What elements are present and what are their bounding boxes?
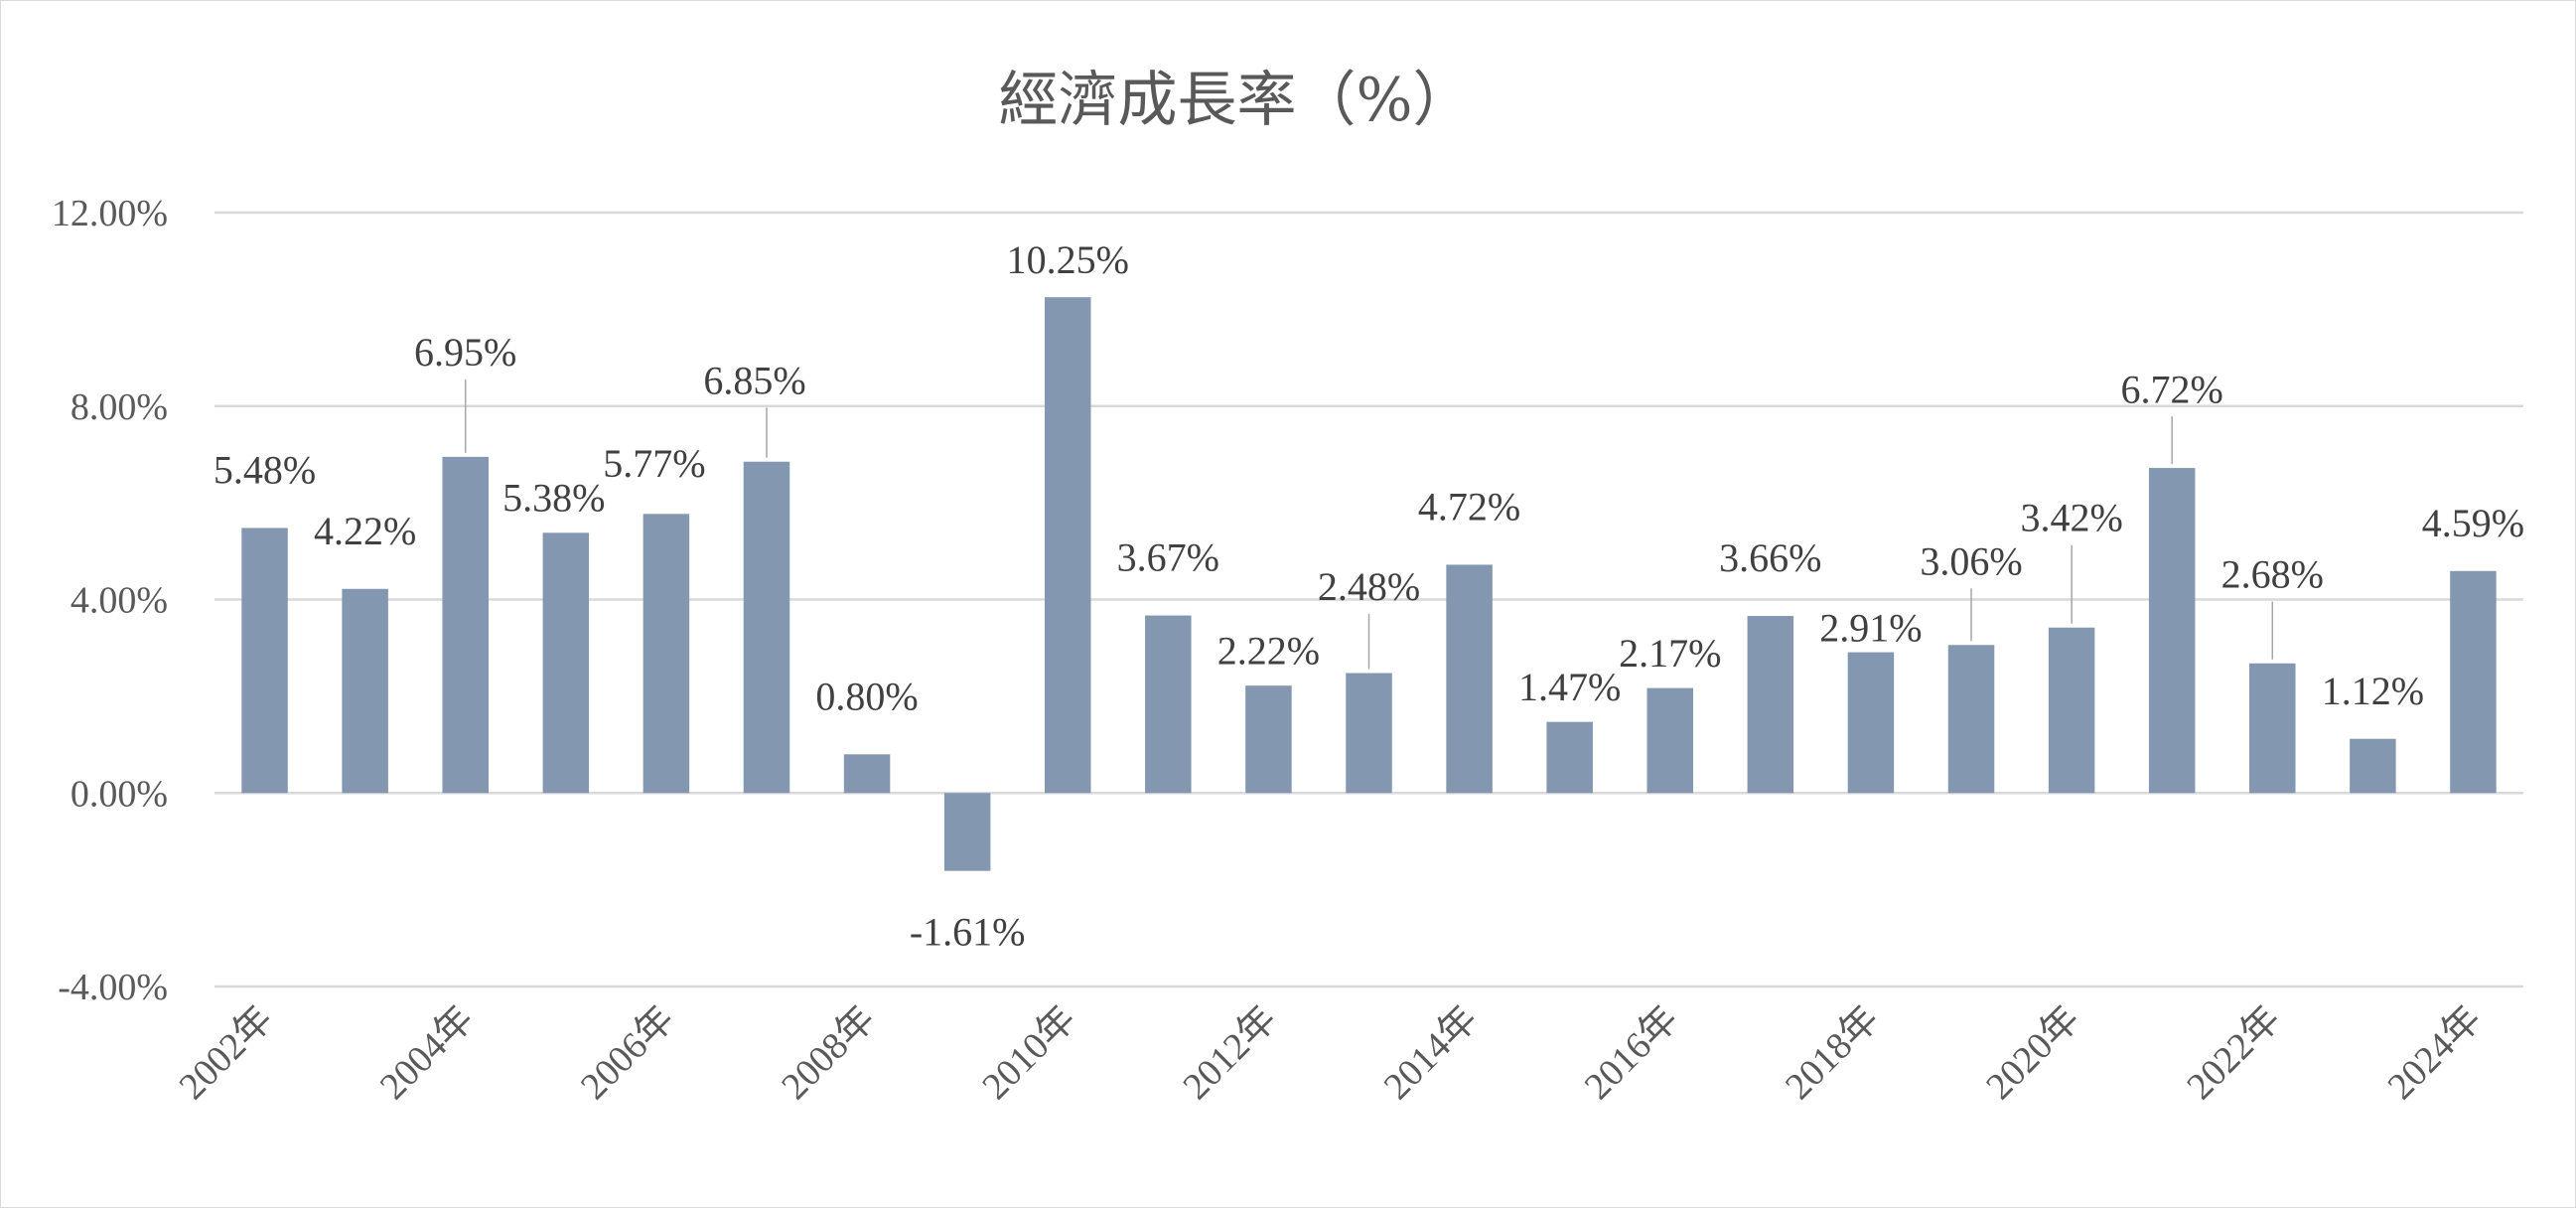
data-label: 5.38% bbox=[502, 476, 605, 521]
data-label: 4.59% bbox=[2422, 501, 2524, 545]
data-label: 10.25% bbox=[1007, 237, 1129, 282]
bar bbox=[2249, 663, 2296, 794]
x-tick-label: 2020年 bbox=[1978, 998, 2087, 1108]
bar bbox=[2148, 468, 2196, 794]
bar bbox=[943, 793, 991, 871]
data-label: 3.66% bbox=[1719, 535, 1821, 580]
bar bbox=[1245, 685, 1292, 794]
bar bbox=[1947, 645, 1995, 794]
x-tick-label: 2024年 bbox=[2380, 998, 2490, 1108]
y-tick-label: 0.00% bbox=[71, 773, 168, 815]
bar bbox=[2450, 570, 2497, 794]
data-label: 2.68% bbox=[2221, 552, 2324, 597]
bar bbox=[743, 461, 790, 794]
bar bbox=[542, 532, 590, 794]
data-label: 2.17% bbox=[1619, 631, 1721, 676]
data-label: 4.22% bbox=[314, 509, 416, 553]
bar bbox=[1446, 564, 1493, 794]
x-tick-label: 2012年 bbox=[1175, 998, 1284, 1108]
bar bbox=[643, 514, 690, 794]
data-label: 6.95% bbox=[414, 330, 516, 375]
bar bbox=[843, 754, 891, 794]
bar bbox=[2350, 738, 2396, 794]
data-label: 2.91% bbox=[1819, 605, 1922, 650]
x-tick-label: 2016年 bbox=[1577, 998, 1686, 1108]
y-tick-label: 8.00% bbox=[71, 386, 168, 428]
data-label: -1.61% bbox=[910, 910, 1026, 955]
data-label: 3.06% bbox=[1920, 538, 2022, 583]
data-label: 3.67% bbox=[1117, 535, 1219, 580]
data-label: 3.42% bbox=[2020, 496, 2122, 540]
x-tick-label: 2002年 bbox=[172, 998, 281, 1108]
x-tick-label: 2022年 bbox=[2179, 998, 2288, 1108]
bar bbox=[1346, 673, 1392, 794]
data-label: 2.48% bbox=[1318, 564, 1420, 609]
data-label: 5.48% bbox=[214, 447, 316, 492]
data-label: 5.77% bbox=[603, 441, 705, 486]
data-label: 0.80% bbox=[815, 674, 918, 718]
bar bbox=[1646, 687, 1694, 794]
data-label: 4.72% bbox=[1418, 484, 1520, 529]
bar bbox=[442, 456, 489, 794]
chart-title: 經濟成長率（%） bbox=[998, 66, 1472, 135]
y-tick-label: 4.00% bbox=[71, 580, 168, 622]
x-tick-label: 2008年 bbox=[774, 998, 883, 1108]
y-tick-label: 12.00% bbox=[52, 193, 168, 234]
data-label: 2.22% bbox=[1217, 629, 1320, 674]
x-tick-label: 2014年 bbox=[1376, 998, 1486, 1108]
bar bbox=[342, 588, 388, 794]
x-tick-label: 2010年 bbox=[974, 998, 1083, 1108]
bar bbox=[1145, 615, 1192, 794]
data-label: 1.12% bbox=[2322, 669, 2424, 713]
data-label: 6.85% bbox=[703, 358, 805, 402]
data-label: 1.47% bbox=[1518, 665, 1621, 709]
bar bbox=[1546, 721, 1593, 794]
bar bbox=[1747, 616, 1794, 794]
bar bbox=[1847, 652, 1895, 794]
bar bbox=[1044, 297, 1091, 794]
x-tick-label: 2006年 bbox=[573, 998, 682, 1108]
y-tick-label: -4.00% bbox=[58, 967, 168, 1008]
bar bbox=[241, 528, 288, 794]
x-tick-label: 2018年 bbox=[1778, 998, 1887, 1108]
data-label: 6.72% bbox=[2121, 367, 2223, 411]
bar bbox=[2048, 627, 2095, 794]
x-tick-label: 2004年 bbox=[372, 998, 482, 1108]
